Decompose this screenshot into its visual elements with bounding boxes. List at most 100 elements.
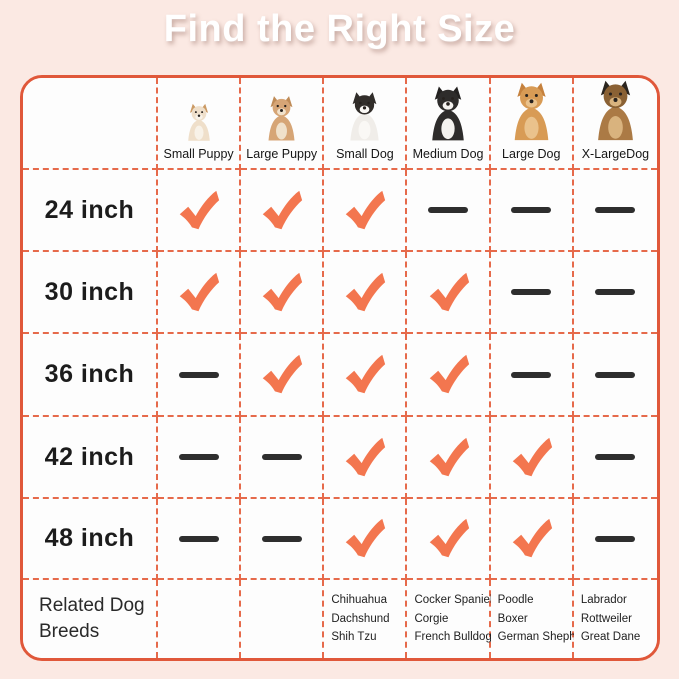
table-cell (241, 170, 325, 252)
table-cell (158, 499, 242, 580)
check-icon (512, 437, 552, 476)
dash-icon (595, 535, 636, 542)
table-cell (407, 417, 491, 499)
column-header-large-dog: Large Dog (490, 78, 574, 170)
table-cell (490, 499, 574, 580)
dash-icon (595, 207, 636, 213)
breeds-cell: Poodle Boxer German Shepherd (490, 580, 592, 658)
check-icon (179, 272, 220, 311)
check-icon (429, 437, 469, 476)
breeds-row-label: Related Dog Breeds (39, 595, 145, 642)
column-header-medium-dog: Medium Dog (407, 78, 491, 170)
dash-icon (595, 371, 636, 378)
row-label: 42 inch (44, 442, 135, 471)
table-cell (158, 170, 242, 252)
check-icon (429, 272, 469, 311)
check-icon (429, 518, 469, 558)
row-label-cell-24-inch: 24 inch (23, 170, 158, 252)
column-label: Small Dog (336, 147, 394, 161)
dash-icon (428, 207, 469, 213)
check-icon (346, 190, 386, 229)
breeds-row-label-cell: Related Dog Breeds (23, 580, 158, 658)
row-label-cell-30-inch: 30 inch (23, 252, 158, 334)
dash-icon (178, 371, 219, 378)
row-label: 24 inch (44, 195, 135, 224)
table-cell (573, 417, 657, 499)
check-icon (346, 354, 386, 394)
column-header-x-largedog: X-LargeDog (573, 78, 657, 170)
row-label-cell-48-inch: 48 inch (23, 499, 158, 580)
german-shepherd-icon (598, 80, 633, 141)
table-cell (573, 334, 657, 417)
column-label: Large Dog (502, 147, 561, 161)
breed-name: Great Dane (580, 631, 641, 644)
table-cell (324, 417, 408, 499)
check-icon (179, 190, 220, 229)
row-label-cell-42-inch: 42 inch (23, 417, 158, 499)
breed-name: Chihuahua (331, 594, 387, 607)
table-cell (158, 334, 242, 417)
column-label: Medium Dog (412, 147, 484, 161)
table-cell (407, 252, 491, 334)
table-cell (407, 499, 491, 580)
dash-icon (178, 535, 219, 542)
check-icon (429, 354, 469, 394)
breed-name: Corgie (414, 612, 449, 625)
table-cell (324, 170, 408, 252)
table-cell (407, 170, 491, 252)
check-icon (262, 354, 303, 394)
breeds-cell: Cocker Spaniel Corgie French Bulldog (407, 580, 492, 658)
breed-name: Dachshund (331, 612, 390, 625)
corgi-puppy-icon (187, 103, 210, 141)
check-icon (262, 190, 303, 229)
size-chart-table: Small Puppy Large Puppy Small Dog Medium Do… (20, 75, 660, 661)
breed-name: Boxer (497, 612, 528, 625)
breed-name: Labrador (580, 594, 627, 607)
breed-name: French Bulldog (414, 631, 492, 644)
breed-name: Poodle (497, 594, 534, 607)
breed-name: German Shepherd (497, 631, 593, 644)
chihuahua-puppy-icon (268, 96, 295, 141)
table-cell (241, 252, 325, 334)
table-cell (407, 334, 491, 417)
row-label: 36 inch (44, 360, 135, 388)
dash-icon (595, 289, 636, 295)
dash-icon (511, 371, 552, 378)
breed-name: Shih Tzu (331, 631, 377, 644)
column-label: Small Puppy (163, 147, 234, 161)
row-label: 30 inch (44, 277, 135, 306)
column-header-small-puppy: Small Puppy (158, 78, 242, 170)
column-label: Large Puppy (246, 147, 318, 161)
breeds-cell: Labrador Rottweiler Great Dane (573, 580, 657, 658)
dash-icon (261, 535, 302, 542)
breeds-cell: Chihuahua Dachshund Shih Tzu (324, 580, 408, 658)
check-icon (346, 437, 386, 476)
check-icon (262, 272, 303, 311)
table-cell (490, 417, 574, 499)
dash-icon (511, 289, 552, 295)
breeds-cell (241, 580, 325, 658)
french-bulldog-icon (350, 92, 380, 141)
table-cell (324, 499, 408, 580)
table-cell (573, 170, 657, 252)
row-label-cell-36-inch: 36 inch (23, 334, 158, 417)
column-header-large-puppy: Large Puppy (241, 78, 325, 170)
table-cell (158, 252, 242, 334)
dash-icon (261, 454, 302, 460)
table-cell (490, 170, 574, 252)
dash-icon (178, 454, 219, 460)
column-header-small-dog: Small Dog (324, 78, 408, 170)
check-icon (512, 518, 552, 558)
border-collie-icon (432, 86, 464, 141)
golden-retriever-icon (514, 82, 549, 141)
dash-icon (511, 207, 552, 213)
table-cell (490, 334, 574, 417)
table-cell (573, 252, 657, 334)
table-cell (573, 499, 657, 580)
breeds-cell (158, 580, 242, 658)
page-title: Find the Right Size (163, 8, 516, 50)
breed-name: Rottweiler (580, 612, 632, 625)
row-label: 48 inch (44, 524, 135, 552)
table-cell (324, 252, 408, 334)
